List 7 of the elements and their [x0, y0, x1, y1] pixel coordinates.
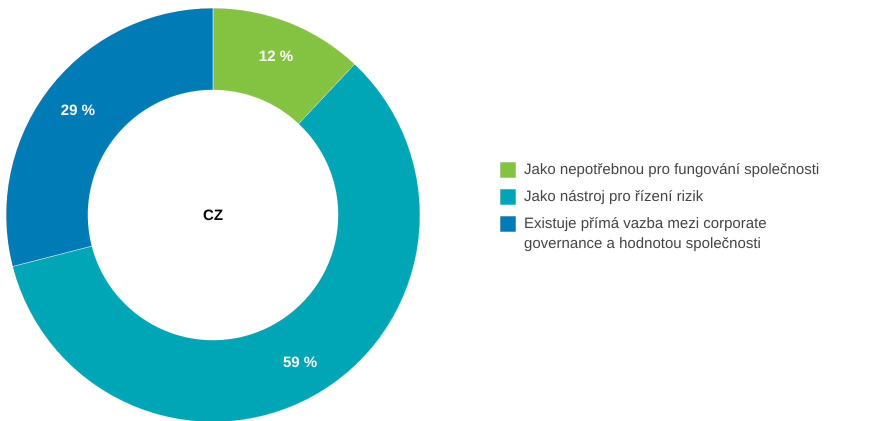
legend-label: Jako nepotřebnou pro fungování společnosti — [524, 161, 820, 178]
data-label: 59 % — [282, 354, 318, 372]
data-label: 12 % — [258, 48, 294, 66]
data-label: 29 % — [60, 102, 95, 120]
legend-label: Jako nástroj pro řízení rizik — [524, 188, 704, 205]
text: CZ — [203, 207, 223, 224]
legend-label: Existuje přímá vazba mezi corporate governance a hodnotou společnosti — [524, 215, 767, 252]
